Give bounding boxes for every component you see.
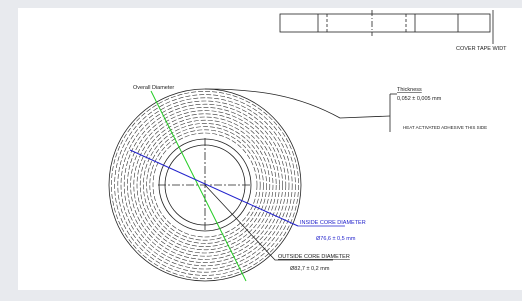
overall-diameter-label: Overall Diameter xyxy=(133,85,174,91)
outside-core-value: Ø82,7 ± 0,2 mm xyxy=(290,266,330,272)
adhesive-label: HEAT ACTIVATED ADHESIVE THIS SIDE xyxy=(403,125,487,130)
cover-tape-label: COVER TAPE WIDT xyxy=(456,46,507,52)
inside-core-value: Ø76,6 ± 0,5 mm xyxy=(316,236,356,242)
screenshot: COVER TAPE WIDT Overall Diameter Thickne… xyxy=(0,0,522,301)
outside-core-label: OUTSIDE CORE DIAMETER xyxy=(278,254,350,260)
thickness-label: Thickness xyxy=(397,87,422,93)
thickness-value: 0,052 ± 0,005 mm xyxy=(397,96,442,102)
inside-core-label: INSIDE CORE DIAMETER xyxy=(300,220,366,226)
